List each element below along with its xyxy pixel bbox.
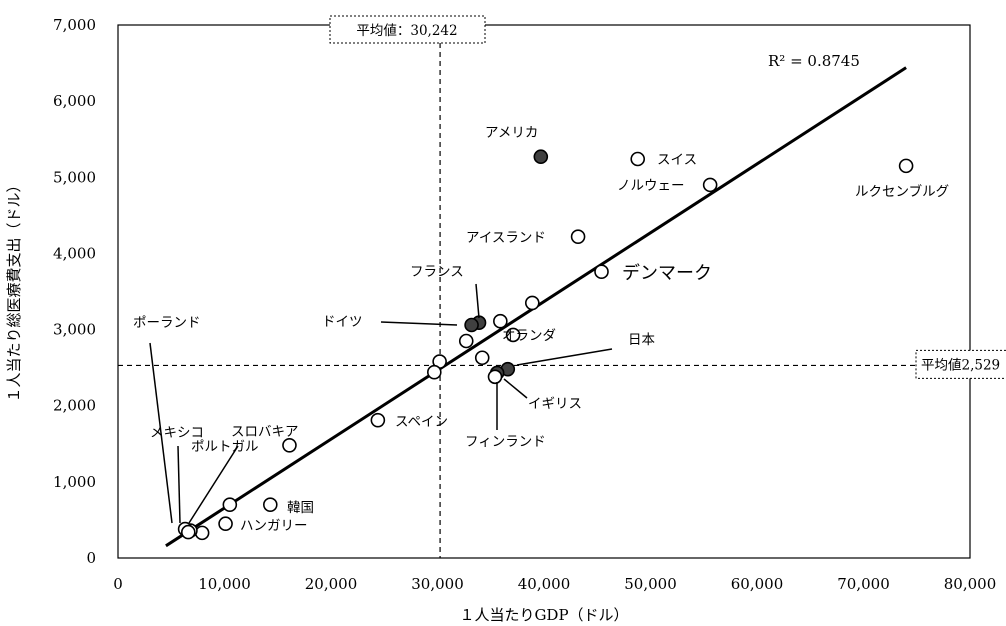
point-label: アメリカ (485, 125, 538, 141)
data-point (218, 516, 233, 532)
leader-line (380, 321, 458, 326)
point-label: スロバキア (231, 424, 299, 440)
data-point (262, 497, 278, 513)
leader-line (177, 445, 181, 524)
data-point (180, 524, 196, 540)
point-label: ポーランド (133, 315, 201, 331)
data-point (630, 151, 646, 167)
y-tick-label: 0 (86, 549, 96, 567)
leader-line (149, 342, 173, 524)
y-tick-label: 5,000 (53, 168, 96, 186)
y-tick-label: 2,000 (53, 397, 96, 415)
data-point (570, 229, 586, 244)
data-point (493, 313, 508, 329)
point-label: アイスランド (466, 230, 546, 246)
mean-y-label: 平均値2,529 (921, 357, 1000, 373)
y-tick-label: 6,000 (53, 92, 96, 110)
point-label: デンマーク (622, 263, 712, 284)
plot-area (117, 24, 971, 559)
data-point (282, 438, 297, 453)
x-tick-label: 40,000 (518, 575, 571, 593)
leader-line (516, 348, 613, 366)
data-point (524, 295, 540, 311)
y-tick-label: 1,000 (53, 473, 96, 491)
r-squared-label: R² = 0.8745 (768, 52, 860, 70)
x-tick-label: 20,000 (305, 575, 358, 593)
point-label: スペイン (395, 414, 448, 430)
x-tick-label: 80,000 (944, 575, 997, 593)
point-label: 日本 (628, 332, 656, 348)
data-point (370, 412, 386, 428)
point-label: ノルウェー (617, 178, 685, 194)
x-tick-label: 50,000 (624, 575, 677, 593)
point-label: スイス (657, 152, 697, 168)
mean-lines: 平均値：30,242 平均値2,529 (118, 15, 1006, 558)
data-point (487, 369, 503, 385)
point-label: 韓国 (287, 500, 314, 516)
x-axis-title: １人当たりGDP（ドル） (459, 606, 628, 624)
x-tick-label: 0 (113, 575, 123, 593)
data-point (458, 333, 474, 349)
data-point (194, 525, 210, 541)
filled-data-point (464, 317, 479, 333)
x-tick-label: 10,000 (198, 575, 251, 593)
leader-line (475, 283, 480, 319)
point-label: オランダ (502, 328, 556, 344)
mean-y-label-box (915, 349, 1006, 379)
data-point (898, 158, 914, 174)
tick-labels: 0 10,000 20,000 30,000 40,000 50,000 60,000 70,… (53, 16, 996, 593)
data-point (222, 497, 238, 513)
x-tick-label: 70,000 (837, 575, 890, 593)
point-label: ルクセンブルグ (855, 183, 949, 200)
y-tick-label: 3,000 (53, 321, 96, 339)
point-label: ポルトガル (191, 439, 259, 455)
x-tick-label: 60,000 (731, 575, 784, 593)
point-label: ハンガリー (240, 518, 308, 534)
data-point (427, 364, 442, 380)
point-label: フィンランド (465, 434, 546, 450)
point-label: イギリス (528, 396, 582, 412)
data-point (594, 264, 609, 280)
leader-line (503, 378, 528, 399)
data-point (505, 327, 521, 343)
leader-line (188, 445, 239, 524)
y-tick-label: 4,000 (53, 244, 96, 262)
point-label: フランス (410, 264, 464, 280)
data-point (474, 350, 490, 366)
y-tick-label: 7,000 (53, 16, 96, 34)
mean-x-label: 平均値：30,242 (356, 23, 457, 39)
point-label: メキシコ (150, 425, 204, 441)
filled-data-point (533, 149, 549, 165)
mean-x-label-box (329, 15, 486, 44)
y-axis-title: １人当たり総医療費支出（ドル） (5, 177, 23, 402)
x-tick-label: 30,000 (411, 575, 464, 593)
data-point (702, 177, 718, 193)
data-points (177, 149, 914, 541)
point-label: ドイツ (322, 314, 363, 330)
